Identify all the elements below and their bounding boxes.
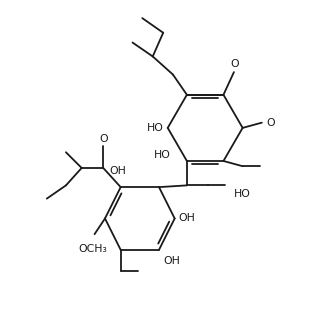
Text: OH: OH <box>179 214 196 223</box>
Text: OH: OH <box>109 166 126 176</box>
Text: HO: HO <box>234 189 251 199</box>
Text: HO: HO <box>154 150 171 160</box>
Text: OH: OH <box>163 256 180 266</box>
Text: O: O <box>266 118 275 128</box>
Text: HO: HO <box>147 123 163 133</box>
Text: O: O <box>99 134 107 144</box>
Text: O: O <box>230 60 239 70</box>
Text: OCH₃: OCH₃ <box>79 244 107 254</box>
